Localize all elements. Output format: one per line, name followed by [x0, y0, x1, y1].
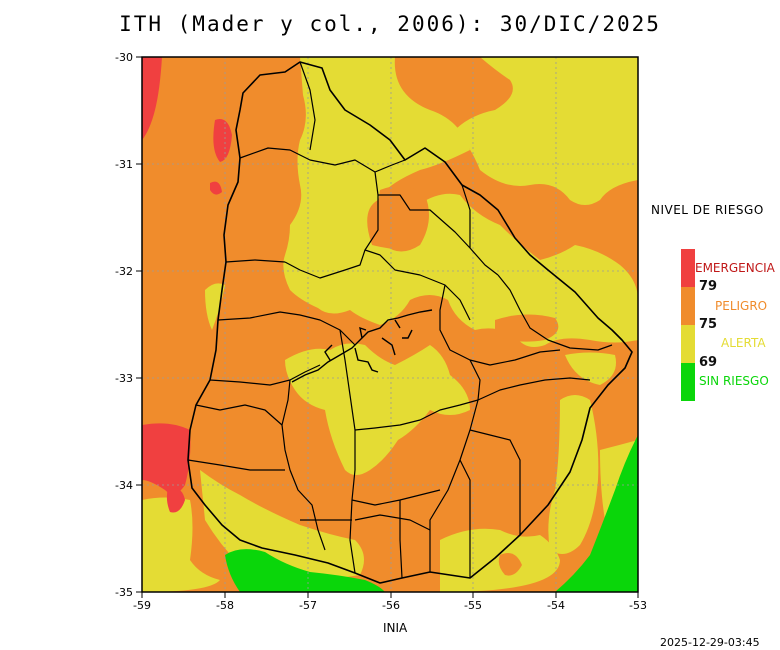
x-tick-labels: -59 -58 -57 -56 -55 -54 -53	[133, 599, 647, 612]
legend-swatch-emergencia	[681, 249, 695, 287]
legend-threshold-75: 75	[699, 317, 718, 332]
x-tick-label: -53	[629, 599, 647, 612]
legend-swatch-peligro	[681, 287, 695, 325]
risk-fields	[142, 57, 638, 592]
x-tick-label: -55	[464, 599, 482, 612]
plot-frame	[141, 56, 639, 593]
y-tick-label: -33	[115, 372, 133, 385]
timestamp: 2025-12-29-03:45	[660, 636, 760, 649]
y-tick-label: -32	[115, 265, 133, 278]
legend-swatch-sin-riesgo	[681, 363, 695, 401]
rio-negro-lake	[291, 309, 433, 383]
legend-label-sin-riesgo: SIN RIESGO	[699, 374, 769, 388]
y-tick-labels: -30 -31 -32 -33 -34 -35	[115, 51, 133, 599]
y-tick-label: -31	[115, 158, 133, 171]
map-title: ITH (Mader y col., 2006): 30/DIC/2025	[119, 12, 661, 36]
legend-title: NIVEL DE RIESGO	[651, 203, 764, 217]
x-tick-label: -58	[216, 599, 234, 612]
x-tick-label: -59	[133, 599, 151, 612]
department-boundaries	[187, 61, 613, 579]
legend-bar	[681, 249, 695, 401]
legend-swatch-alerta	[681, 325, 695, 363]
credit-label: INIA	[383, 621, 408, 635]
y-tick-label: -35	[115, 586, 133, 599]
country-outline	[187, 61, 633, 584]
map-grid	[142, 57, 638, 592]
x-tick-label: -57	[299, 599, 317, 612]
emergencia-field	[142, 57, 232, 513]
sin-riesgo-field	[225, 435, 638, 592]
x-tick-label: -56	[382, 599, 400, 612]
legend-label-peligro: PELIGRO	[715, 299, 768, 313]
legend-threshold-79: 79	[699, 279, 718, 294]
legend-label-alerta: ALERTA	[721, 336, 766, 350]
legend-threshold-69: 69	[699, 355, 718, 370]
legend-label-emergencia: EMERGENCIA	[695, 261, 775, 275]
axis-ticks	[136, 56, 639, 598]
alerta-field	[142, 57, 638, 592]
y-tick-label: -34	[115, 479, 133, 492]
x-tick-label: -54	[547, 599, 565, 612]
y-tick-label: -30	[115, 51, 133, 64]
